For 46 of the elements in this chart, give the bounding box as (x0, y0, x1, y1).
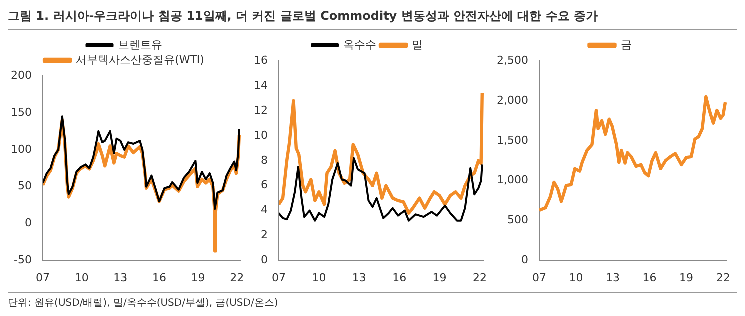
y-tick-label: 100 (10, 142, 32, 156)
x-tick-label: 10 (569, 271, 584, 284)
x-tick-label: 13 (352, 271, 366, 284)
x-tick-label: 16 (392, 271, 407, 284)
text: 그림 1. 러시아-우크라이나 침공 11일째, 더 커진 글로벌 Commodity 변동성과 안전자산에 대한 수요 증가 (8, 8, 737, 30)
y-tick-label: 0 (521, 254, 528, 267)
x-tick-label: 19 (432, 271, 447, 284)
x-tick-label: 22 (716, 271, 730, 284)
legend-label: 서부텍사스산중질유(WTI) (76, 53, 204, 66)
y-tick-label: 1,500 (496, 134, 528, 147)
x-tick-label: 22 (230, 271, 244, 284)
x-tick-label: 16 (152, 271, 166, 284)
y-tick-label: 14 (254, 78, 268, 92)
x-tick-label: 07 (532, 271, 546, 284)
legend-label: 브렌트유 (118, 38, 162, 52)
y-tick-label: -50 (14, 254, 32, 267)
x-tick-label: 13 (606, 271, 620, 284)
x-tick-label: 22 (472, 271, 487, 284)
y-tick-label: 200 (10, 68, 32, 82)
x-tick-label: 10 (74, 271, 89, 284)
y-tick-label: 2,500 (496, 54, 528, 67)
y-tick-label: 10 (254, 128, 268, 142)
x-tick-label: 07 (36, 271, 50, 284)
y-tick-label: 0 (260, 254, 268, 267)
y-tick-label: 0 (24, 216, 32, 230)
x-tick-label: 19 (680, 271, 694, 284)
legend-label: 밀 (412, 38, 423, 52)
y-tick-label: 1,000 (496, 174, 528, 187)
y-tick-label: 6 (260, 178, 268, 192)
y-tick-label: 50 (18, 180, 32, 193)
x-tick-label: 07 (272, 271, 286, 284)
y-tick-label: 500 (507, 214, 528, 227)
y-tick-label: 150 (10, 106, 32, 119)
x-tick-label: 16 (642, 271, 657, 284)
y-tick-label: 4 (260, 204, 268, 217)
y-tick-label: 8 (260, 154, 268, 167)
text: 단위: 원유(USD/배럴), 밀/옥수수(USD/부셸), 금(USD/온스) (8, 292, 737, 310)
x-tick-label: 10 (312, 271, 326, 284)
legend-label: 금 (620, 38, 632, 52)
x-tick-label: 19 (191, 271, 206, 284)
legend-label: 옥수수 (344, 38, 376, 52)
y-tick-label: 2,000 (496, 94, 528, 107)
y-tick-label: 16 (254, 54, 268, 67)
y-tick-label: 12 (254, 104, 268, 117)
x-tick-label: 13 (114, 271, 128, 284)
y-tick-label: 2 (260, 228, 268, 242)
